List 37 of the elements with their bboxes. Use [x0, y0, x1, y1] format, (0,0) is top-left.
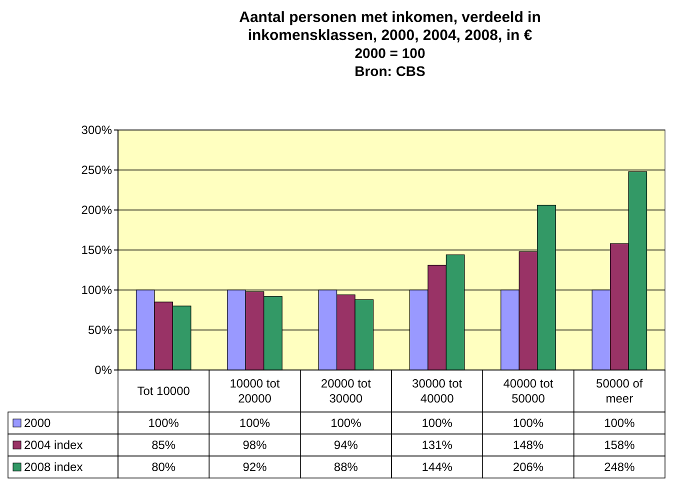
legend-label: 2000 [24, 416, 52, 430]
legend-label: 2008 index [24, 460, 83, 474]
x-tick-label: 30000 tot 40000 [412, 376, 463, 406]
data-label: 148% [512, 438, 544, 452]
y-tick-label: 50% [88, 323, 112, 338]
x-tick-label: 50000 of meer [596, 376, 644, 406]
data-label: 85% [152, 438, 176, 452]
y-tick-label: 250% [81, 163, 112, 178]
x-tick-label: 20000 tot 30000 [320, 376, 372, 406]
chart-title: Aantal personen met inkomen, verdeeld in inkomensklassen, 2000, 2004, 2008, in € [239, 9, 541, 44]
data-label: 158% [604, 438, 636, 452]
data-label: 131% [422, 438, 453, 452]
data-label: 98% [242, 438, 268, 452]
legend-label: 2004 index [24, 438, 83, 452]
data-label: 100% [330, 416, 362, 430]
data-label: 100% [512, 416, 544, 430]
chart-subtitle: 2000 = 100 [354, 45, 426, 61]
data-label: 88% [334, 460, 358, 474]
x-tick-label: Tot 10000 [137, 384, 190, 398]
data-label: 94% [334, 438, 358, 452]
data-label: 144% [422, 460, 453, 474]
data-label: 92% [242, 460, 268, 474]
y-tick-label: 300% [81, 123, 112, 138]
y-tick-label: 150% [81, 243, 112, 258]
data-label: 100% [422, 416, 453, 430]
text: Bron: CBS [354, 63, 426, 79]
x-tick-label: 40000 tot 50000 [503, 376, 554, 406]
y-tick-label: 200% [81, 203, 112, 218]
data-label: 100% [604, 416, 636, 430]
y-tick-label: 0% [94, 363, 112, 378]
data-label: 100% [239, 416, 270, 430]
data-label: 100% [148, 416, 180, 430]
x-tick-label: 10000 tot 20000 [230, 376, 280, 406]
data-label: 248% [604, 460, 636, 474]
data-label: 80% [152, 460, 176, 474]
y-tick-label: 100% [81, 283, 112, 298]
data-label: 206% [512, 460, 544, 474]
